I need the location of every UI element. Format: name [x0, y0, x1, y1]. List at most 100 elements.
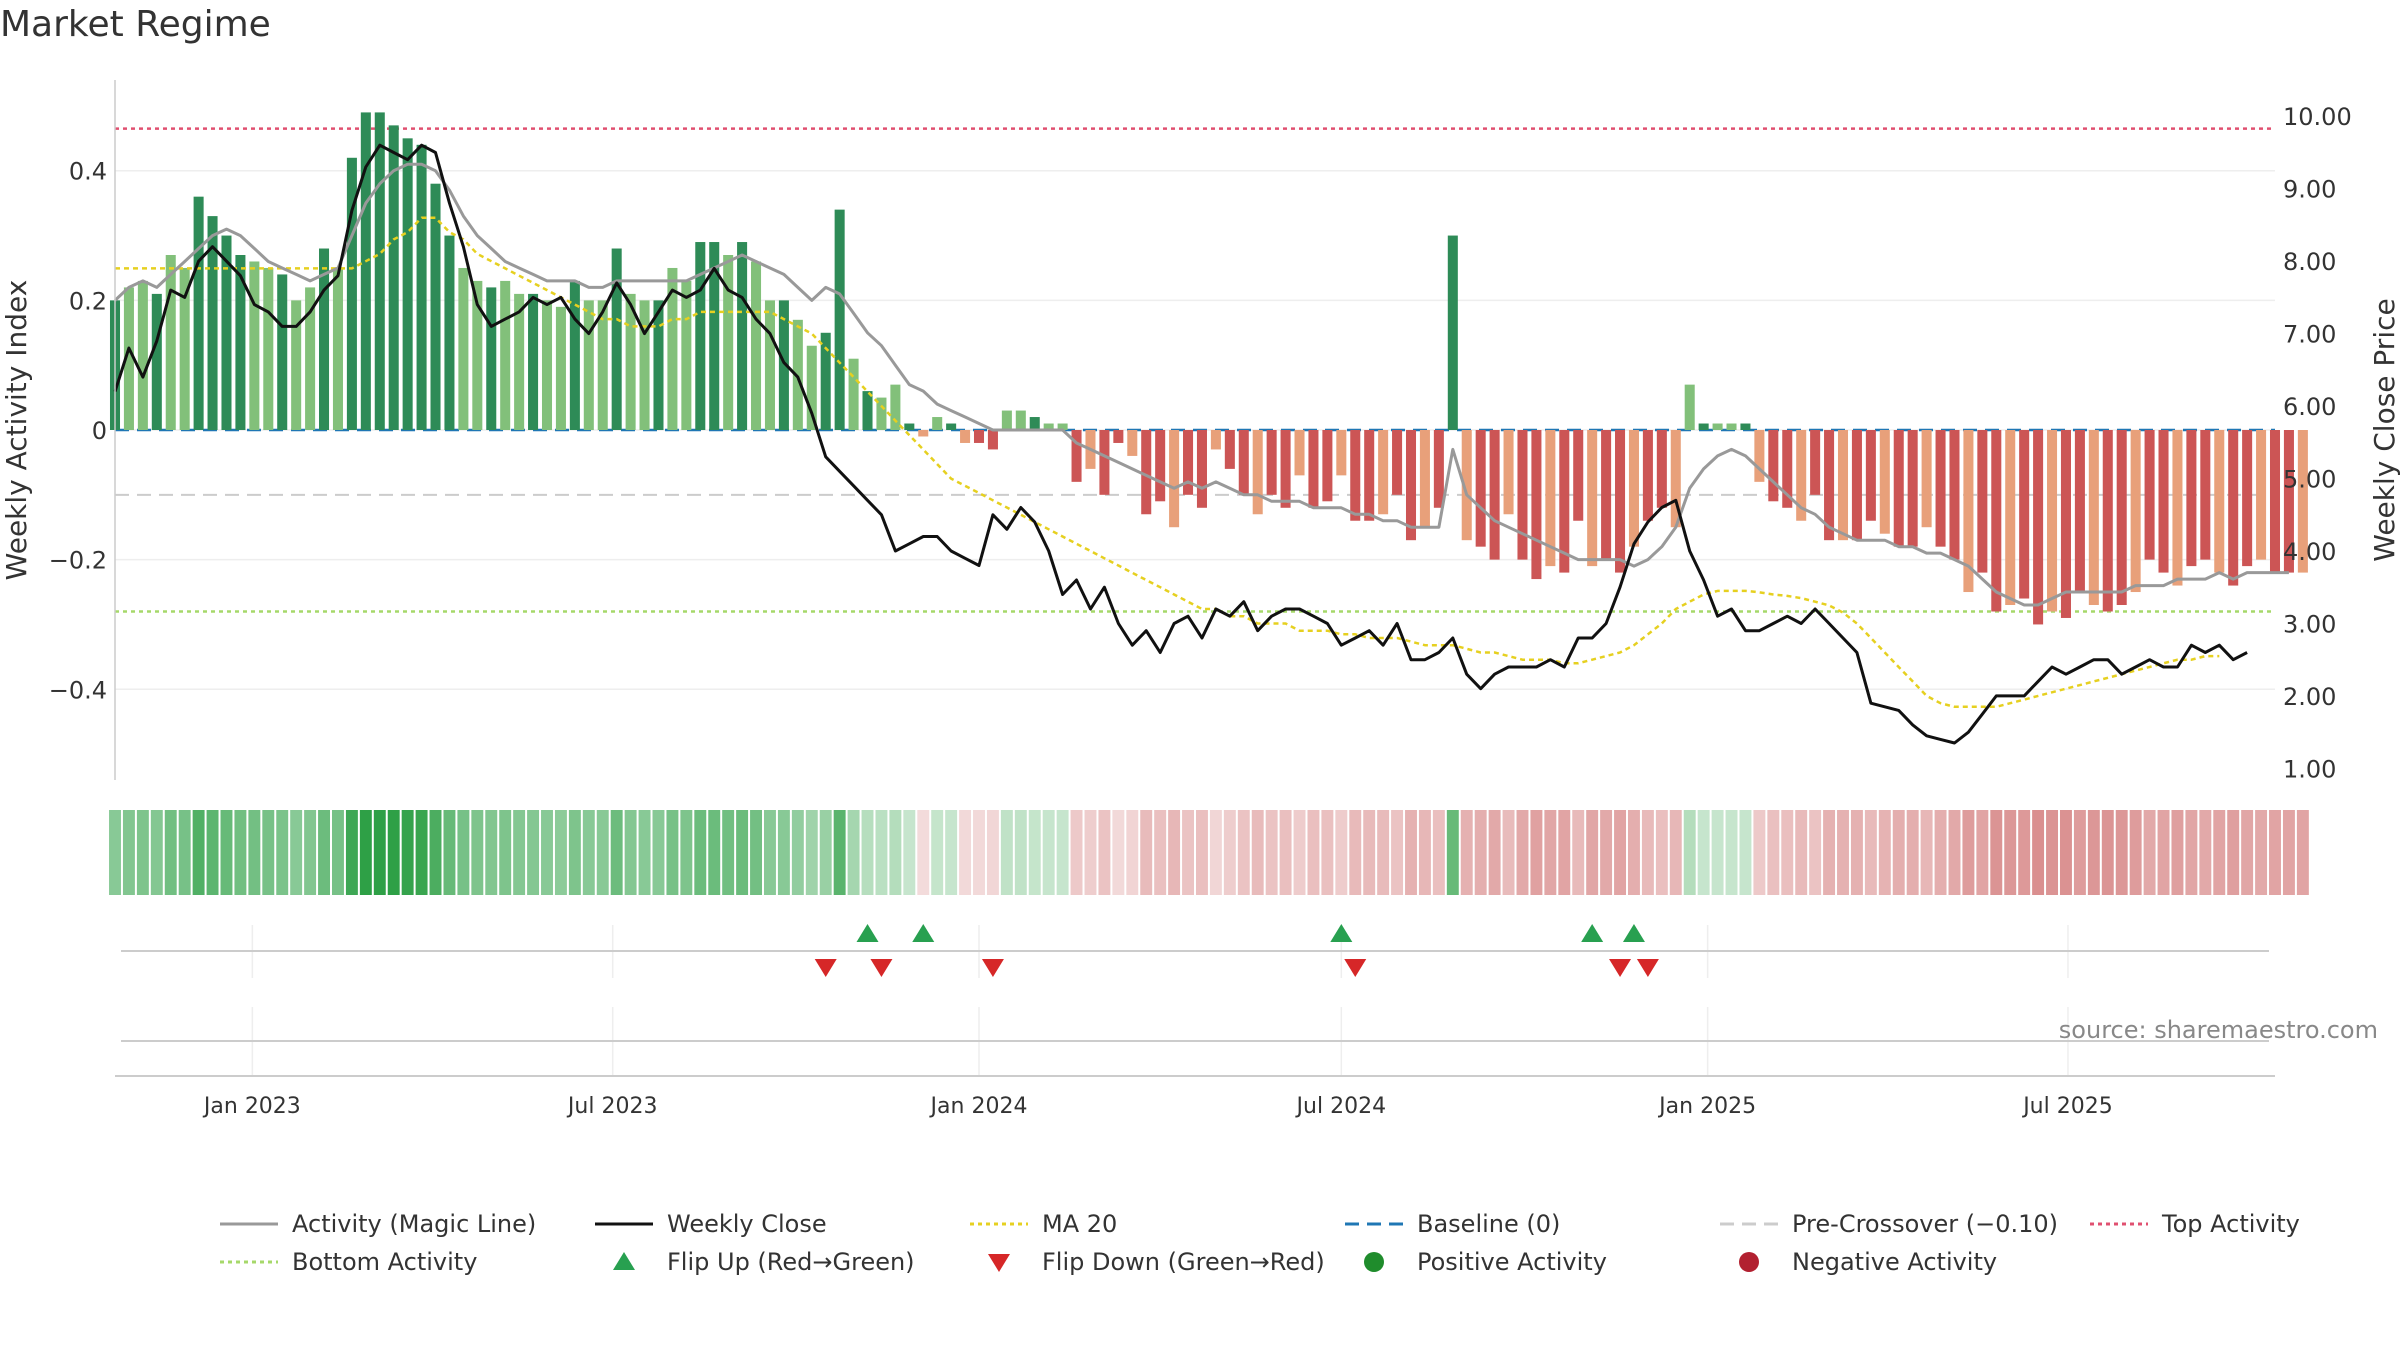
legend-item: MA 20 — [970, 1210, 1117, 1238]
flip-up-marker — [1581, 924, 1604, 942]
activity-bar — [904, 423, 915, 430]
regime-cell — [164, 810, 177, 895]
activity-bar — [402, 138, 413, 431]
regime-cell — [1182, 810, 1194, 895]
regime-cell — [2213, 810, 2226, 895]
regime-cell — [2046, 810, 2058, 895]
regime-cell — [499, 810, 512, 895]
activity-bar — [1350, 430, 1361, 521]
activity-bar — [1824, 430, 1835, 541]
activity-bar — [764, 300, 775, 430]
regime-cell — [2296, 810, 2309, 895]
regime-cell — [680, 810, 693, 895]
activity-bar — [319, 248, 330, 430]
regime-cell — [332, 810, 344, 895]
flip-down-marker — [1636, 959, 1659, 977]
right-tick-label: 9.00 — [2283, 176, 2336, 204]
flip-up-marker — [1622, 924, 1645, 942]
activity-bar — [1419, 430, 1430, 528]
activity-bar — [1322, 430, 1333, 502]
regime-cell — [1042, 810, 1055, 895]
activity-bar — [1475, 430, 1486, 547]
regime-cell — [582, 810, 595, 895]
activity-bar — [2144, 430, 2155, 560]
activity-bar — [918, 430, 929, 437]
activity-bar — [1196, 430, 1207, 508]
regime-cell — [722, 810, 735, 895]
activity-bar — [2019, 430, 2030, 599]
activity-bar — [1949, 430, 1960, 560]
regime-cell — [2115, 810, 2128, 895]
regime-cell — [2032, 810, 2045, 895]
source-note: source: sharemaestro.com — [2059, 1016, 2378, 1044]
activity-bar — [1601, 430, 1612, 560]
regime-cell — [1669, 810, 1682, 895]
activity-bar — [1447, 235, 1458, 430]
activity-bar — [1336, 430, 1347, 476]
legend-label: Weekly Close — [667, 1210, 827, 1238]
regime-cell — [554, 810, 567, 895]
activity-bar — [179, 267, 190, 430]
activity-bar — [1113, 430, 1124, 443]
activity-bar — [1280, 430, 1291, 508]
activity-bar — [1879, 430, 1890, 534]
regime-cell — [1725, 810, 1738, 895]
activity-bar — [1183, 430, 1194, 495]
activity-bar — [834, 209, 845, 430]
regime-cell — [1586, 810, 1599, 895]
regime-cell — [2255, 810, 2268, 895]
regime-cell — [1809, 810, 1822, 895]
regime-cell — [1488, 810, 1501, 895]
activity-bar — [165, 255, 176, 430]
regime-cell — [1335, 810, 1348, 895]
legend-label: Activity (Magic Line) — [292, 1210, 536, 1238]
activity-bar — [876, 397, 887, 430]
activity-bar — [137, 280, 148, 430]
regime-cell — [1934, 810, 1947, 895]
regime-cell — [2241, 810, 2254, 895]
regime-cell — [1363, 810, 1376, 895]
legend-item: Flip Up (Red→Green) — [613, 1248, 915, 1276]
right-tick-label: 8.00 — [2283, 248, 2336, 276]
regime-cell — [1168, 810, 1181, 895]
regime-cell — [401, 810, 414, 895]
activity-bar — [277, 274, 288, 430]
activity-bar — [1029, 417, 1040, 430]
activity-bar — [1224, 430, 1235, 469]
regime-cell — [1070, 810, 1083, 895]
regime-cell — [1112, 810, 1125, 895]
regime-cell — [875, 810, 888, 895]
activity-bar — [1559, 430, 1570, 573]
activity-bar — [1670, 430, 1681, 528]
activity-bar — [2033, 430, 2044, 625]
regime-cell — [471, 810, 484, 895]
regime-cell — [2171, 810, 2184, 895]
activity-bar — [1001, 410, 1012, 430]
regime-cell — [1251, 810, 1264, 895]
left-tick-label: 0.4 — [69, 158, 107, 186]
activity-bar — [848, 358, 859, 430]
activity-bar — [472, 280, 483, 430]
regime-cell — [1600, 810, 1613, 895]
regime-cell — [1349, 810, 1362, 895]
activity-bar — [778, 300, 789, 430]
regime-cell — [1628, 810, 1640, 895]
regime-cell — [1976, 810, 1989, 895]
regime-cell — [1837, 810, 1849, 895]
legend-label: Flip Down (Green→Red) — [1042, 1248, 1325, 1276]
activity-bar — [583, 300, 594, 430]
activity-bar — [235, 255, 246, 430]
legend-item: Baseline (0) — [1345, 1210, 1560, 1238]
activity-bar — [862, 391, 873, 430]
regime-cell — [2060, 810, 2072, 895]
series-lines — [113, 143, 2289, 745]
activity-bars — [109, 112, 2308, 625]
regime-cell — [220, 810, 233, 895]
activity-bar — [1851, 430, 1862, 541]
x-axis: Jan 2023 Jul 2023 Jan 2024 Jul 2024 Jan 2025… — [115, 1075, 2275, 1119]
activity-bar — [569, 280, 580, 430]
right-tick-label: 5.00 — [2283, 466, 2336, 494]
legend-swatch-triangle-down — [988, 1254, 1010, 1272]
regime-cell — [178, 810, 191, 895]
activity-bar — [1405, 430, 1417, 541]
